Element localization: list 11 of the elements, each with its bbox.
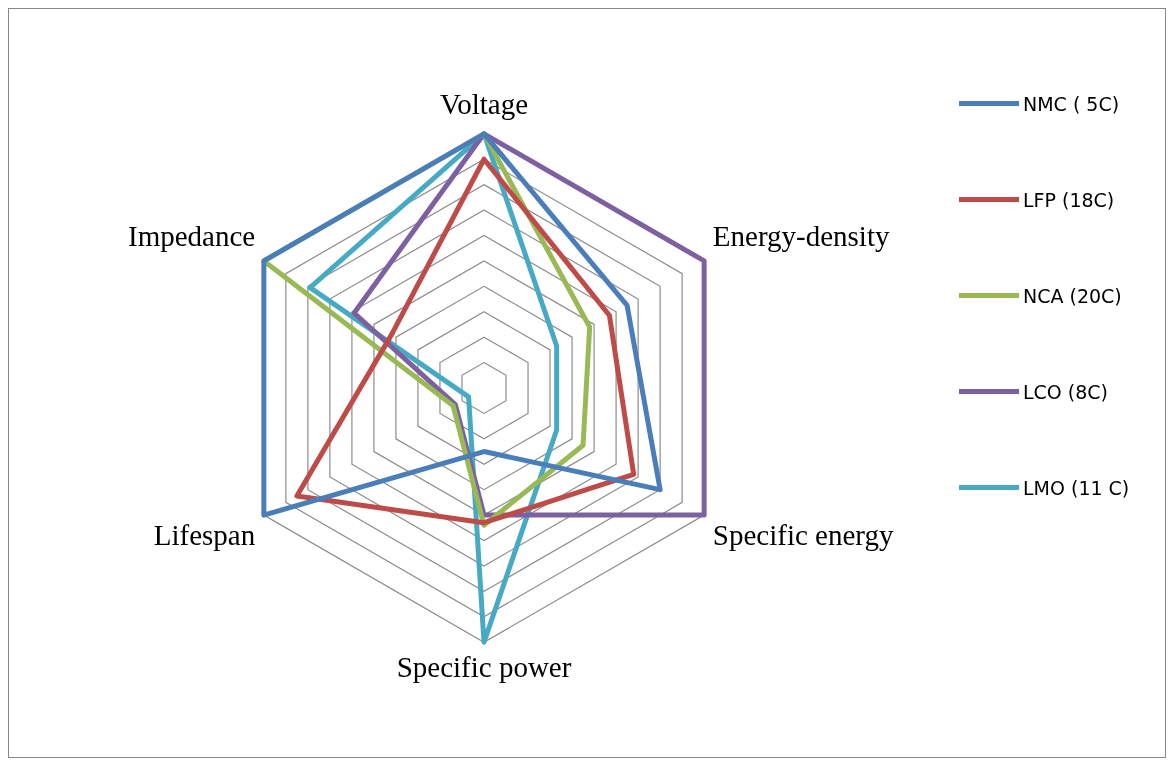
legend-label: LFP (18C) (1023, 188, 1115, 213)
legend-label: LMO (11 C) (1023, 476, 1130, 501)
legend-label: LCO (8C) (1023, 380, 1109, 405)
spoke-label: Lifespan (153, 519, 256, 552)
spoke-label: Impedance (127, 220, 256, 253)
legend-label: NCA (20C) (1023, 284, 1122, 309)
spoke-label: Voltage (439, 88, 529, 121)
spoke-label: Specific power (396, 651, 572, 684)
legend-label: NMC ( 5C) (1023, 92, 1120, 117)
spoke-label: Specific energy (712, 519, 894, 552)
spoke-label: Energy-density (712, 220, 890, 253)
